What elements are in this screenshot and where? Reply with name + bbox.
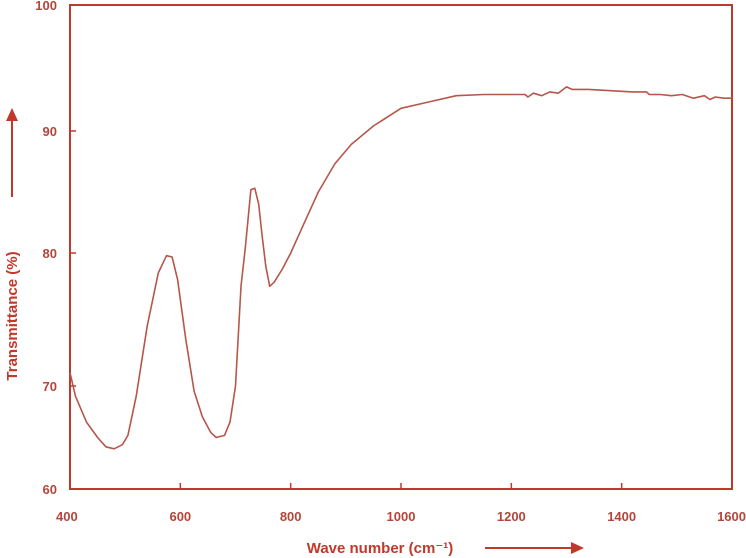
x-axis-title: Wave number (cm⁻¹) (307, 540, 454, 557)
x-tick-label: 1200 (497, 509, 526, 524)
x-tick-label: 1400 (607, 509, 636, 524)
x-tick-label: 800 (280, 509, 302, 524)
x-tick-label: 1600 (717, 509, 746, 524)
x-tick-label: 600 (169, 509, 191, 524)
transmittance-series-line (69, 86, 732, 450)
y-tick-label: 60 (43, 482, 57, 497)
plot-frame (69, 4, 733, 490)
y-tick-label: 100 (35, 0, 57, 13)
x-axis-arrow-icon (485, 542, 584, 554)
y-axis-arrow-icon (6, 108, 18, 197)
y-tick-label: 70 (43, 379, 57, 394)
x-tick-label: 1000 (387, 509, 416, 524)
y-tick-label: 90 (43, 124, 57, 139)
y-axis-ticks: 60 70 80 90 100 (35, 0, 76, 497)
y-axis-title: Transmittance (%) (4, 251, 21, 380)
y-tick-label: 80 (43, 246, 57, 261)
x-tick-label: 400 (56, 509, 78, 524)
x-axis-ticks: 400 600 800 1000 1200 1400 1600 (56, 483, 746, 524)
